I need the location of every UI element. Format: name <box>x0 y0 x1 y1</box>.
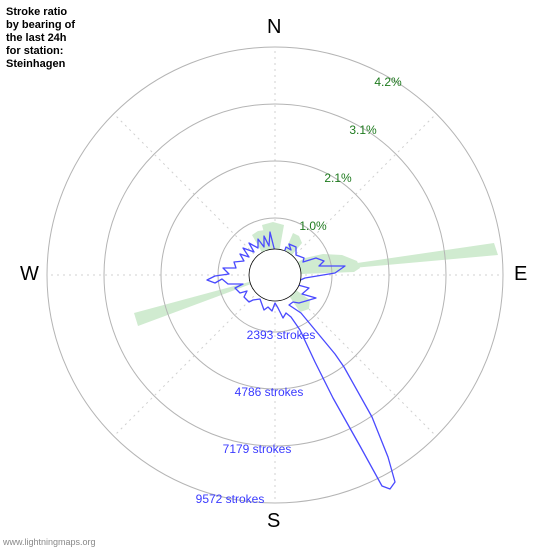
title-line1: Stroke ratio <box>6 6 67 18</box>
cardinal-s: S <box>267 510 280 533</box>
ratio-ring-label: 2.1% <box>324 171 351 185</box>
chart-title: Stroke ratio by bearing of the last 24h … <box>6 6 75 71</box>
cardinal-e: E <box>514 263 527 286</box>
ratio-ring-label: 3.1% <box>349 123 376 137</box>
stroke-ring-label: 7179 strokes <box>223 442 292 456</box>
title-line2: by bearing of <box>6 19 75 31</box>
stroke-ring-label: 4786 strokes <box>235 385 304 399</box>
ratio-ring-label: 4.2% <box>374 75 401 89</box>
title-line3: the last 24h <box>6 32 67 44</box>
title-line4: for station: <box>6 45 63 57</box>
title-line5: Steinhagen <box>6 58 65 70</box>
center-hole <box>249 249 301 301</box>
attribution-text: www.lightningmaps.org <box>3 537 96 547</box>
cardinal-n: N <box>267 16 281 39</box>
stroke-ring-label: 9572 strokes <box>196 492 265 506</box>
ratio-ring-label: 1.0% <box>299 219 326 233</box>
stroke-ring-label: 2393 strokes <box>247 328 316 342</box>
cardinal-w: W <box>20 263 39 286</box>
